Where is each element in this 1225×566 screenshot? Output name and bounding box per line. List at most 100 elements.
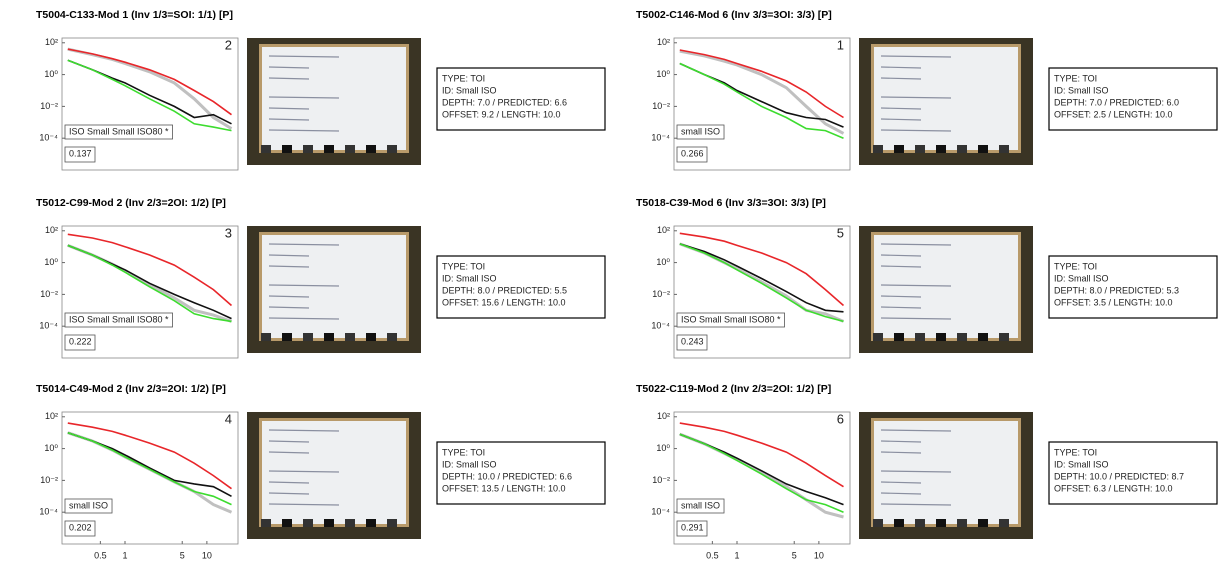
checker	[345, 519, 355, 527]
chart-title: T5004-C133-Mod 1 (Inv 1/3=SOI: 1/1) [P]	[36, 9, 233, 21]
series-line	[679, 243, 844, 323]
info-box	[1048, 67, 1218, 131]
checker	[366, 145, 376, 153]
checker	[387, 519, 397, 527]
handwriting	[268, 306, 310, 309]
handwriting	[268, 295, 310, 298]
y-tick-label: 10²	[657, 225, 670, 235]
series-line	[679, 49, 844, 119]
info-box	[436, 67, 606, 131]
handwriting	[268, 265, 310, 268]
series-line	[679, 62, 844, 139]
checker	[387, 333, 397, 341]
info-line: TYPE: TOI	[1054, 447, 1097, 457]
panel-number: 4	[225, 411, 232, 426]
checker	[282, 145, 292, 153]
y-tick-label: 10⁻²	[652, 475, 670, 485]
y-tick-label: 10⁻²	[40, 101, 58, 111]
handwriting	[880, 481, 922, 484]
handwriting	[268, 243, 340, 246]
info-line: OFFSET: 3.5 / LENGTH: 10.0	[1054, 297, 1173, 307]
series-line	[67, 422, 232, 490]
y-tick-label: 10²	[45, 411, 58, 421]
checker	[915, 519, 925, 527]
y-tick-label: 10⁻⁴	[39, 507, 58, 517]
chart-title: T5012-C99-Mod 2 (Inv 2/3=2OI: 1/2) [P]	[36, 197, 226, 209]
checker	[999, 145, 1009, 153]
annotation: ISO Small Small ISO80 *	[69, 126, 169, 136]
handwriting	[268, 429, 340, 432]
checker	[324, 519, 334, 527]
score-box	[676, 520, 708, 537]
info-line: ID: Small ISO	[1054, 85, 1109, 95]
score: 0.266	[681, 148, 704, 158]
checker	[894, 519, 904, 527]
handwriting	[880, 96, 952, 99]
checker	[957, 145, 967, 153]
checker	[324, 145, 334, 153]
handwriting	[268, 66, 310, 69]
info-line: OFFSET: 6.3 / LENGTH: 10.0	[1054, 483, 1173, 493]
checker	[282, 333, 292, 341]
info-line: ID: Small ISO	[1054, 273, 1109, 283]
series-line	[679, 433, 844, 513]
handwriting	[268, 492, 310, 495]
score-box	[64, 146, 96, 163]
handwriting	[880, 77, 922, 80]
info-line: DEPTH: 10.0 / PREDICTED: 6.6	[442, 471, 572, 481]
series-line	[67, 431, 232, 506]
info-line: DEPTH: 8.0 / PREDICTED: 5.3	[1054, 285, 1179, 295]
score-box	[64, 520, 96, 537]
series-line	[679, 232, 845, 307]
y-tick-label: 10⁰	[44, 69, 58, 79]
checker	[915, 333, 925, 341]
y-tick-label: 10⁻²	[652, 289, 670, 299]
y-tick-label: 10⁻²	[40, 289, 58, 299]
score-box	[676, 146, 708, 163]
series-line	[67, 59, 232, 132]
info-box	[436, 441, 606, 505]
score-box	[64, 334, 96, 351]
series-line	[67, 233, 233, 307]
series-line	[679, 243, 844, 313]
checker	[303, 333, 313, 341]
handwriting	[268, 129, 340, 132]
handwriting	[268, 470, 340, 473]
checker	[957, 519, 967, 527]
checker	[894, 333, 904, 341]
info-line: ID: Small ISO	[442, 85, 497, 95]
info-line: TYPE: TOI	[442, 73, 485, 83]
checker	[936, 145, 946, 153]
checker	[324, 333, 334, 341]
panel-number: 6	[837, 411, 844, 426]
y-tick-label: 10⁻⁴	[651, 507, 670, 517]
y-tick-label: 10⁰	[44, 443, 58, 453]
info-line: DEPTH: 7.0 / PREDICTED: 6.0	[1054, 97, 1179, 107]
checker	[873, 333, 883, 341]
handwriting	[880, 470, 952, 473]
checker	[261, 333, 271, 341]
checker	[999, 333, 1009, 341]
checker	[282, 519, 292, 527]
checker	[957, 333, 967, 341]
y-tick-label: 10⁻⁴	[651, 133, 670, 143]
chart-title: T5018-C39-Mod 6 (Inv 3/3=3OI: 3/3) [P]	[636, 197, 826, 209]
info-box	[1048, 441, 1218, 505]
checker	[894, 145, 904, 153]
handwriting	[880, 492, 922, 495]
checker	[999, 519, 1009, 527]
annotation: small ISO	[681, 126, 720, 136]
info-line: TYPE: TOI	[442, 261, 485, 271]
annotation: ISO Small Small ISO80 *	[681, 314, 781, 324]
info-line: ID: Small ISO	[442, 459, 497, 469]
info-line: TYPE: TOI	[1054, 73, 1097, 83]
info-line: OFFSET: 9.2 / LENGTH: 10.0	[442, 109, 561, 119]
x-tick-label: 1	[122, 550, 127, 560]
checker	[978, 145, 988, 153]
score-box	[676, 334, 708, 351]
series-line	[679, 422, 844, 488]
x-tick-label: 1	[734, 550, 739, 560]
y-tick-label: 10⁰	[656, 69, 670, 79]
info-line: DEPTH: 8.0 / PREDICTED: 5.5	[442, 285, 567, 295]
series-line	[67, 48, 232, 116]
